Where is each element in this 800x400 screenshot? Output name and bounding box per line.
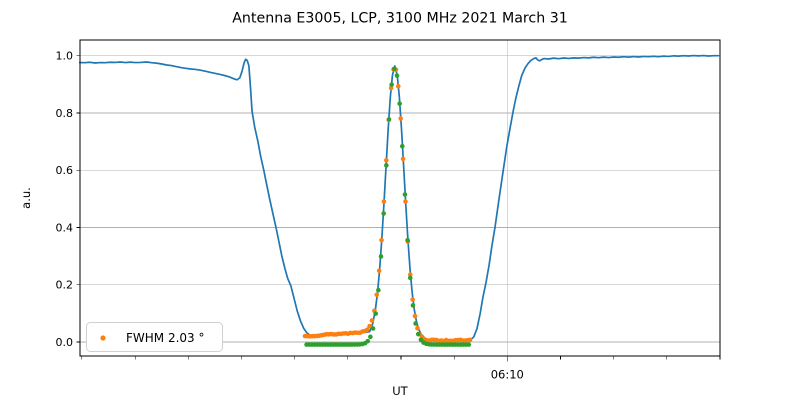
y-tick-label: 0.4 [56,221,74,234]
legend-marker-dot [100,335,106,341]
source-scan-points-dot [398,116,403,121]
gaussian-fit-points-dot [394,73,400,78]
y-tick-label: 1.0 [56,50,74,63]
gaussian-fit-points-dot [405,237,410,243]
gaussian-fit-points-dot [407,275,413,281]
gaussian-fit-points [304,66,472,347]
gaussian-fit-points-dot [402,192,408,197]
source-scan-points [302,67,473,344]
source-scan-points-dot [374,292,380,298]
chart-title: Antenna E3005, LCP, 3100 MHz 2021 March … [232,11,568,27]
source-scan-points-dot [376,268,382,274]
source-scan-points-dot [400,156,406,162]
gaussian-fit-points-dot [370,326,376,331]
legend: FWHM 2.03 ° [86,322,223,352]
source-scan-points-dot [384,157,389,163]
source-scan-points-dot [379,237,384,243]
gaussian-fit-points-dot [368,334,373,340]
gaussian-fit-points-dot [399,143,405,149]
tick-labels: 0.0 0.2 0.4 0.6 0.8 1.0 06:10 [56,50,524,382]
y-tick-label: 0.0 [56,336,74,349]
source-scan-points-dot [415,325,420,331]
source-scan-points-dot [381,199,387,204]
gaussian-fit-points-dot [413,321,418,326]
gaussian-fit-points-dot [378,254,384,259]
y-tick-label: 0.2 [56,279,74,292]
y-tick-label: 0.8 [56,107,74,120]
gaussian-fit-points-dot [415,331,421,337]
source-scan-points-dot [403,199,408,204]
gaussian-fit-points-dot [384,163,389,168]
source-scan-points-dot [410,297,415,302]
gaussian-fit-points-dot [386,117,392,122]
drift-scan-line [78,54,720,342]
gaussian-fit-points-dot [381,211,386,216]
data-series [78,54,720,347]
gaussian-fit-points-dot [392,66,397,72]
plot-border [79,39,721,357]
source-scan-points-dot [407,272,413,277]
y-tick-label: 0.6 [56,164,74,177]
gaussian-fit-points-dot [466,342,472,347]
source-scan-points-dot [396,83,401,89]
source-scan-points-dot [412,313,418,319]
gaussian-fit-points-dot [397,101,402,106]
source-scan-points-dot [367,323,372,329]
y-axis-label: a.u. [19,187,33,209]
gaussian-fit-points-dot [410,303,416,308]
legend-box [86,322,223,352]
gaussian-fit-points-dot [389,82,394,87]
x-tick-label: 06:10 [491,368,524,382]
source-scan-points-dot [369,318,375,323]
gaussian-fit-points-dot [376,287,381,293]
gaussian-fit-points-dot [365,338,371,344]
source-scan-points-dot [364,327,370,333]
axes-spines-and-ticks [76,39,721,362]
source-scan-points-dot [467,337,473,343]
legend-label: FWHM 2.03 ° [126,331,205,345]
x-axis-label: UT [392,384,408,398]
gaussian-fit-points-dot [373,311,379,316]
